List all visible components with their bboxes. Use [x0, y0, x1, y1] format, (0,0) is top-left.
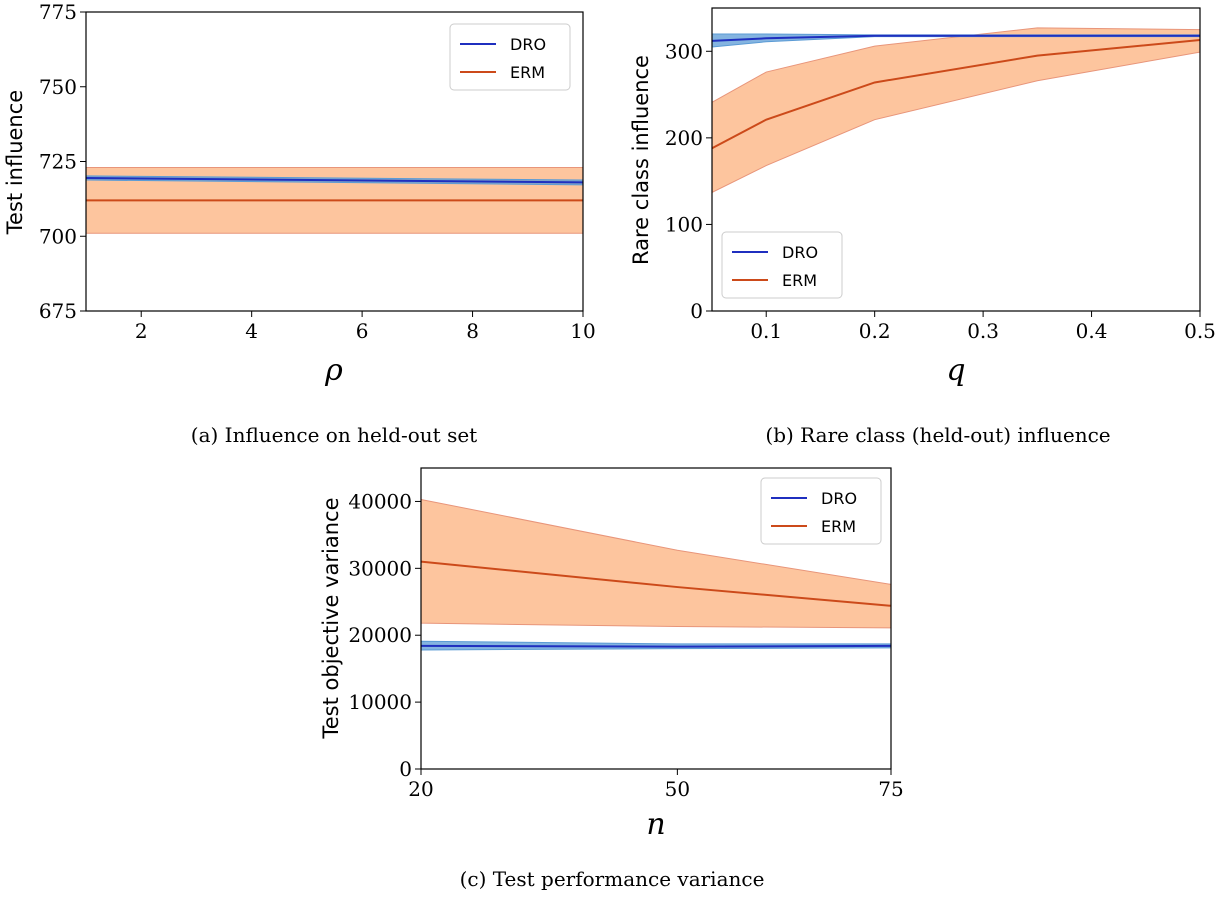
- x-tick-label: 6: [356, 319, 369, 343]
- y-tick-label: 300: [665, 39, 703, 63]
- legend-label-dro: DRO: [821, 489, 857, 508]
- panel-caption: (b) Rare class (held-out) influence: [765, 423, 1110, 447]
- x-tick-label: 4: [245, 319, 258, 343]
- y-tick-label: 100: [665, 212, 703, 236]
- legend-label-dro: DRO: [782, 243, 818, 262]
- y-axis-label: Test objective variance: [319, 497, 343, 739]
- x-tick-label: 20: [408, 777, 433, 801]
- series-line-dro: [86, 176, 583, 184]
- x-tick-label: 2: [135, 319, 148, 343]
- y-tick-label: 30000: [348, 556, 412, 580]
- legend: DRO ERM: [721, 231, 843, 299]
- y-axis-label: Rare class influence: [629, 55, 653, 265]
- chart-panel-1: 2 4 6 8 10 675 700 725 750 775 Test influence ρ (a) …: [3, 0, 596, 447]
- series-line-erm: [712, 39, 1200, 150]
- y-tick-label: 20000: [348, 623, 412, 647]
- legend-label-erm: ERM: [510, 63, 545, 82]
- y-tick-label: 40000: [348, 489, 412, 513]
- y-axis-label: Test influence: [3, 90, 27, 235]
- x-tick-label: 10: [570, 319, 595, 343]
- x-tick-label: 50: [665, 777, 690, 801]
- axes-frame: [711, 7, 1201, 312]
- y-tick-label: 10000: [348, 690, 412, 714]
- axes-frame: [420, 467, 892, 770]
- legend-label-dro: DRO: [510, 35, 546, 54]
- band-erm: [712, 27, 1200, 193]
- x-axis-label: n: [646, 807, 665, 842]
- legend-box: [449, 23, 571, 91]
- x-tick-label: 8: [466, 319, 479, 343]
- x-tick-label: 0.1: [750, 319, 782, 343]
- x-tick-label: 75: [878, 777, 903, 801]
- y-tick-label: 675: [39, 299, 77, 323]
- panel-caption: (c) Test performance variance: [460, 867, 765, 891]
- y-tick-label: 200: [665, 126, 703, 150]
- chart-panel-2: 0.1 0.2 0.3 0.4 0.5 0 100 200 300 Rare class infl…: [629, 7, 1216, 447]
- legend-label-erm: ERM: [821, 517, 856, 536]
- y-tick-label: 700: [39, 224, 77, 248]
- y-tick-label: 0: [690, 299, 703, 323]
- series-line-erm: [421, 560, 891, 607]
- x-tick-label: 0.5: [1184, 319, 1216, 343]
- y-tick-label: 775: [39, 0, 77, 24]
- x-tick-label: 0.3: [967, 319, 999, 343]
- legend-label-erm: ERM: [782, 271, 817, 290]
- x-axis-label: q: [946, 353, 965, 388]
- y-tick-label: 725: [39, 150, 77, 174]
- y-tick-label: 750: [39, 75, 77, 99]
- legend-box: [721, 231, 843, 299]
- series-line-dro: [421, 644, 891, 648]
- y-tick-label: 0: [399, 757, 412, 781]
- panel-caption: (a) Influence on held-out set: [191, 423, 477, 447]
- legend: DRO ERM: [449, 23, 571, 91]
- x-tick-label: 0.4: [1076, 319, 1108, 343]
- x-axis-label: ρ: [324, 353, 343, 388]
- legend-box: [760, 477, 882, 545]
- x-tick-label: 0.2: [859, 319, 891, 343]
- series-line-dro: [712, 34, 1200, 42]
- legend: DRO ERM: [760, 477, 882, 545]
